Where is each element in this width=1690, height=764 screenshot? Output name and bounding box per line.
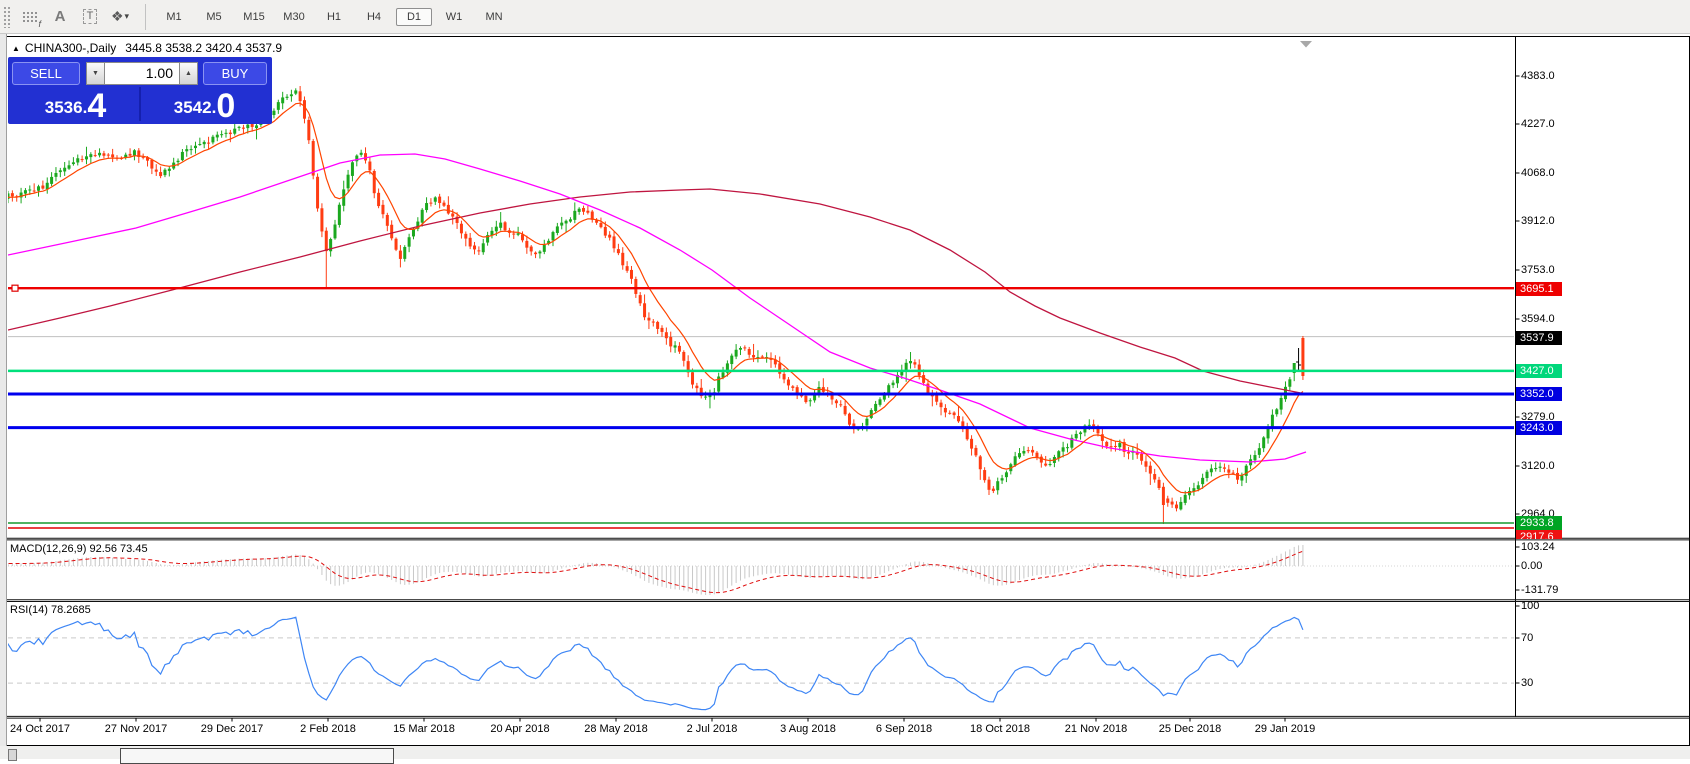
axis-tick-label: 4227.0 xyxy=(1521,118,1555,130)
axis-tick-label: 2 Jul 2018 xyxy=(686,723,738,735)
axis-tick-label: 20 Apr 2018 xyxy=(490,723,550,735)
volume-decrease-button[interactable]: ▼ xyxy=(86,61,105,85)
volume-increase-button[interactable]: ▲ xyxy=(179,61,198,85)
bottom-panel-box[interactable] xyxy=(120,748,394,764)
axis-tick-label: -131.79 xyxy=(1521,584,1559,596)
sell-price-main: 3536 xyxy=(44,98,83,117)
sell-price[interactable]: 3536. 4 xyxy=(12,85,139,123)
bottom-panel-strip xyxy=(0,746,1690,759)
axis-tick-label: 3912.0 xyxy=(1521,215,1555,227)
chart-symbol-label: CHINA300-,Daily xyxy=(24,41,117,55)
timeframe-button-h1[interactable]: H1 xyxy=(326,10,342,23)
price-level-badge: 3427.0 xyxy=(1516,364,1562,378)
buy-price[interactable]: 3542. 0 xyxy=(141,85,268,123)
axis-tick-label: 15 Mar 2018 xyxy=(393,723,455,735)
toolbar-separator xyxy=(145,3,146,30)
price-level-badge: 2933.8 xyxy=(1516,516,1562,530)
timeframe-button-d1[interactable]: D1 xyxy=(396,7,432,26)
timeframe-button-row: M1 M5 M15 M30 H1 H4 D1 W1 MN xyxy=(154,7,514,26)
axis-tick-label: 30 xyxy=(1521,677,1534,689)
price-level-badge: 3537.9 xyxy=(1516,331,1562,345)
axis-tick-label: 25 Dec 2018 xyxy=(1158,723,1222,735)
timeframe-button-m1[interactable]: M1 xyxy=(166,10,182,23)
chevron-down-icon: ▾ xyxy=(124,11,130,21)
timeframe-button-m15[interactable]: M15 xyxy=(243,10,265,23)
indicators-icon-dots xyxy=(22,10,38,23)
label-tool-icon[interactable]: A xyxy=(54,8,66,25)
axis-tick-label: 3 Aug 2018 xyxy=(780,723,836,735)
indicators-icon-glyph: f xyxy=(38,18,41,29)
indicators-icon[interactable]: f xyxy=(18,5,42,29)
chart-title: ▲ CHINA300-,Daily 3445.8 3538.2 3420.4 353… xyxy=(12,41,282,55)
axis-tick-label: 27 Nov 2017 xyxy=(104,723,168,735)
price-axis-badges: 3695.1 3537.9 3427.0 3352.0 3243.0 2933.8 2917… xyxy=(0,37,1690,539)
trade-panel-quotes: 3536. 4 3542. 0 xyxy=(12,85,268,123)
volume-input[interactable]: 1.00 xyxy=(105,61,179,85)
one-click-trade-panel: SELL ▼ 1.00 ▲ BUY 3536. 4 3542. 0 xyxy=(8,57,272,124)
collapse-arrow-icon[interactable]: ▲ xyxy=(12,44,20,53)
bottom-panel-handle[interactable] xyxy=(8,749,17,761)
axis-tick-label: 6 Sep 2018 xyxy=(875,723,933,735)
text-tool-icon[interactable]: T xyxy=(78,5,102,29)
price-level-badge: 3695.1 xyxy=(1516,282,1562,296)
axis-tick-label: 29 Jan 2019 xyxy=(1254,723,1316,735)
buy-price-point: . xyxy=(211,98,217,117)
axis-tick-label: 4068.0 xyxy=(1521,167,1555,179)
axis-tick-label: 3594.0 xyxy=(1521,313,1555,325)
axis-tick-label: 0.00 xyxy=(1521,560,1543,572)
toolbar: f A T ❖ ▾ M1 M5 M15 M30 H1 H4 D1 W1 MN xyxy=(0,0,1690,34)
timeframe-button-m5[interactable]: M5 xyxy=(206,10,222,23)
rsi-pane-label: RSI(14) 78.2685 xyxy=(10,604,91,616)
axis-tick-label: 4383.0 xyxy=(1521,70,1555,82)
timeframe-button-w1[interactable]: W1 xyxy=(445,10,463,23)
window-left-border xyxy=(0,34,7,759)
axis-tick-label: 3753.0 xyxy=(1521,264,1555,276)
chart-ohlc-values: 3445.8 3538.2 3420.4 3537.9 xyxy=(125,41,283,55)
price-level-badge: 3352.0 xyxy=(1516,387,1562,401)
timeframe-button-h4[interactable]: H4 xyxy=(366,10,382,23)
timeframe-button-mn[interactable]: MN xyxy=(485,10,503,23)
price-level-badge: 3243.0 xyxy=(1516,421,1562,435)
buy-button[interactable]: BUY xyxy=(203,61,267,85)
axis-tick-label: 21 Nov 2018 xyxy=(1064,723,1128,735)
sell-price-big-digit: 4 xyxy=(87,87,107,125)
axis-tick-label: 70 xyxy=(1521,632,1534,644)
buy-price-big-digit: 0 xyxy=(216,87,236,125)
toolbar-drag-handle[interactable] xyxy=(3,5,11,28)
axis-tick-label: 3120.0 xyxy=(1521,460,1555,472)
macd-pane-label: MACD(12,26,9) 92.56 73.45 xyxy=(10,543,148,555)
axis-tick-label: 3279.0 xyxy=(1521,411,1555,423)
price-level-badge: 2917.6 xyxy=(1516,530,1562,539)
axis-tick-label: 2 Feb 2018 xyxy=(300,723,356,735)
sell-button[interactable]: SELL xyxy=(12,61,80,85)
trade-panel-controls: SELL ▼ 1.00 ▲ BUY xyxy=(12,61,268,85)
timeframe-button-m30[interactable]: M30 xyxy=(283,10,305,23)
buy-price-main: 3542 xyxy=(173,98,212,117)
axis-tick-label: 103.24 xyxy=(1521,541,1555,553)
axis-tick-label: 18 Oct 2018 xyxy=(970,723,1030,735)
axis-tick-label: 24 Oct 2017 xyxy=(10,723,70,735)
axis-tick-label: 100 xyxy=(1521,600,1540,612)
axis-tick-label: 29 Dec 2017 xyxy=(200,723,264,735)
axis-tick-label: 28 May 2018 xyxy=(584,723,648,735)
shapes-tool-icon[interactable]: ❖ ▾ xyxy=(110,8,130,24)
trade-panel-divider xyxy=(139,87,141,121)
sell-price-point: . xyxy=(82,98,88,117)
